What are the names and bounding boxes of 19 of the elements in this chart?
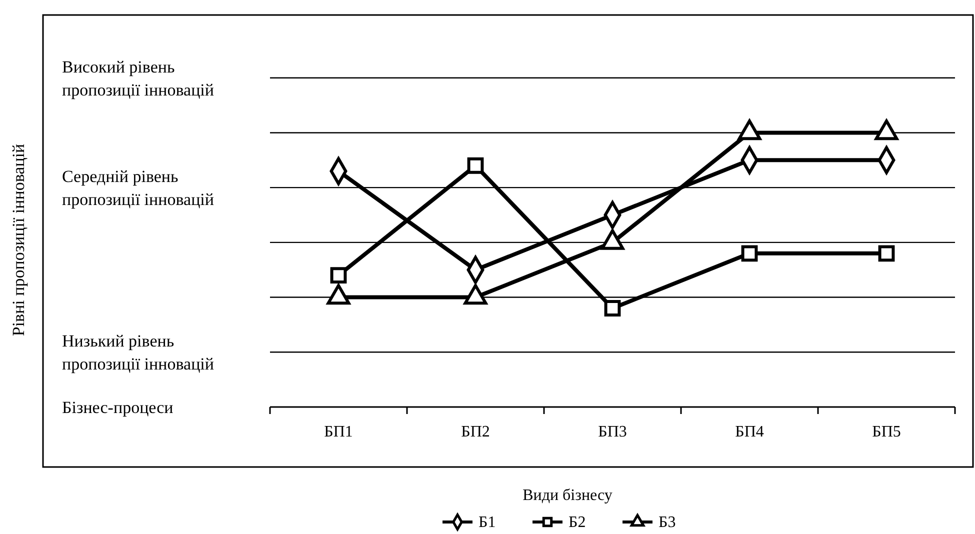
legend-label: Б2 — [568, 514, 586, 531]
point — [741, 245, 758, 262]
text: Бізнес-процеси — [62, 398, 174, 417]
text: Низький рівень пропозиції інновацій — [62, 332, 214, 374]
point — [330, 267, 347, 284]
x-tick-label: БП4 — [735, 423, 764, 440]
x-tick-label: БП2 — [461, 423, 490, 440]
legend-label: Б3 — [658, 514, 676, 531]
x-tick-label: БП1 — [324, 423, 353, 440]
x-tick-label: БП3 — [598, 423, 627, 440]
point — [604, 300, 621, 316]
x-tick-label: БП5 — [872, 423, 901, 440]
legend-label: Б1 — [478, 514, 496, 531]
text: Рівні пропозиції інновацій — [9, 144, 28, 336]
text: Високий рівень пропозиції інновацій — [62, 57, 214, 100]
text: Середній рівень пропозиції інновацій — [62, 167, 214, 210]
x-axis-title: Види бізнесу — [522, 487, 612, 504]
point — [467, 157, 484, 174]
point — [878, 245, 895, 262]
